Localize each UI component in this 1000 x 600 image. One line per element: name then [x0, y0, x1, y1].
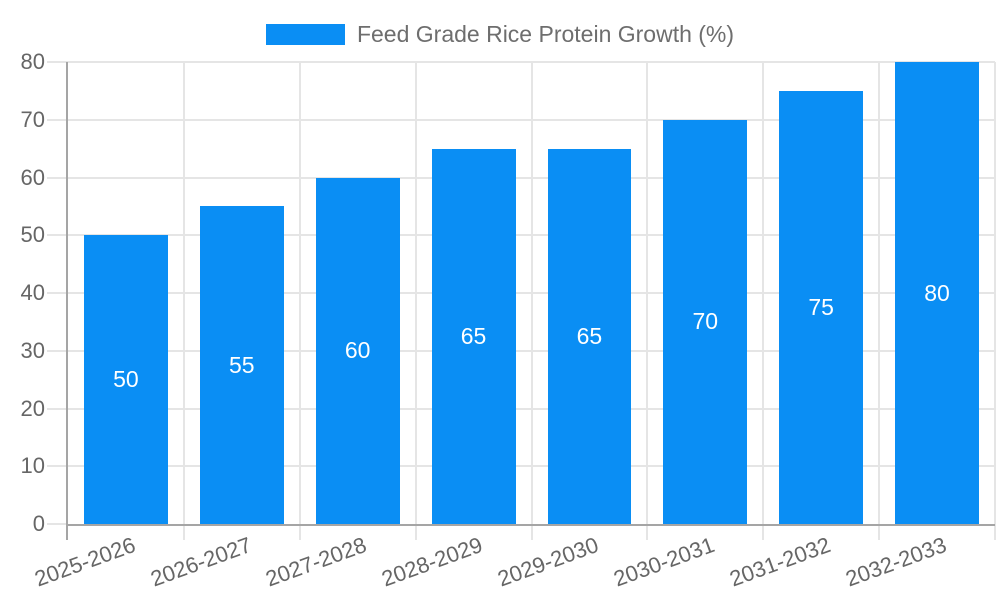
bar-2032-2033[interactable]: 80 — [895, 62, 979, 524]
bar-value-label: 55 — [229, 351, 255, 378]
bar-2030-2031[interactable]: 70 — [663, 119, 748, 524]
gridline-horizontal — [47, 465, 995, 468]
y-axis-tick-label: 30 — [20, 337, 45, 363]
y-axis-tick-label: 80 — [20, 49, 45, 74]
gridline-vertical — [646, 62, 649, 540]
x-axis-tick-label: 2030-2031 — [610, 532, 718, 592]
gridline-vertical — [182, 62, 185, 540]
bar-2025-2026[interactable]: 50 — [84, 235, 168, 524]
bar-2026-2027[interactable]: 55 — [199, 206, 284, 524]
legend-item[interactable]: Feed Grade Rice Protein Growth (%) — [265, 21, 735, 48]
bar-value-label: 65 — [576, 322, 603, 349]
gridline-horizontal — [47, 234, 995, 237]
bar-value-label: 60 — [344, 337, 371, 364]
y-axis-tick-mark — [47, 523, 68, 525]
gridline-vertical — [298, 62, 301, 540]
plot-area: 0 10 20 30 40 50 60 70 80 50 2025-2026 55 2026-2027 6… — [21, 49, 996, 591]
bar-value-label: 65 — [460, 322, 487, 349]
bar-value-label: 75 — [808, 293, 834, 320]
x-axis-tick-label: 2028-2029 — [378, 532, 487, 592]
bar-2029-2030[interactable]: 65 — [547, 148, 632, 524]
x-axis-tick-label: 2029-2030 — [494, 532, 602, 592]
y-axis-tick-label: 60 — [20, 164, 45, 190]
gridline-horizontal — [47, 118, 995, 121]
x-axis-tick-label: 2027-2028 — [262, 532, 371, 592]
x-axis-line — [66, 524, 995, 526]
gridline-vertical — [994, 62, 996, 540]
gridline-vertical — [762, 62, 765, 540]
y-axis-tick-label: 50 — [20, 222, 45, 248]
bar-2027-2028[interactable]: 60 — [315, 177, 400, 524]
y-axis-tick-label: 0 — [32, 511, 45, 536]
legend-swatch — [265, 24, 345, 45]
gridline-vertical — [530, 62, 533, 540]
gridline-vertical — [878, 62, 881, 540]
gridline-horizontal — [47, 176, 995, 179]
legend-label: Feed Grade Rice Protein Growth (%) — [356, 21, 735, 47]
gridline-horizontal — [47, 292, 995, 294]
bar-2031-2032[interactable]: 75 — [779, 90, 864, 524]
y-axis-tick-label: 20 — [20, 395, 45, 421]
x-axis-tick-label: 2025-2026 — [31, 532, 139, 592]
gridline-horizontal — [47, 349, 995, 352]
y-axis-tick-label: 10 — [20, 453, 45, 479]
chart-legend: Feed Grade Rice Protein Growth (%) — [0, 21, 1000, 48]
gridline-vertical — [414, 62, 417, 540]
gridline-horizontal — [47, 407, 995, 410]
x-axis-tick-label: 2026-2027 — [146, 532, 255, 592]
bar-2028-2029[interactable]: 65 — [431, 148, 516, 524]
x-axis-tick-label: 2031-2032 — [726, 532, 834, 592]
y-axis-tick-label: 70 — [20, 106, 45, 132]
gridline-horizontal — [47, 61, 995, 63]
y-axis-tick-label: 40 — [20, 280, 45, 305]
bar-value-label: 80 — [924, 279, 950, 306]
y-axis-line — [66, 62, 68, 540]
x-axis-tick-label: 2032-2033 — [842, 532, 950, 592]
bar-value-label: 70 — [692, 308, 719, 335]
bar-value-label: 50 — [113, 366, 139, 393]
